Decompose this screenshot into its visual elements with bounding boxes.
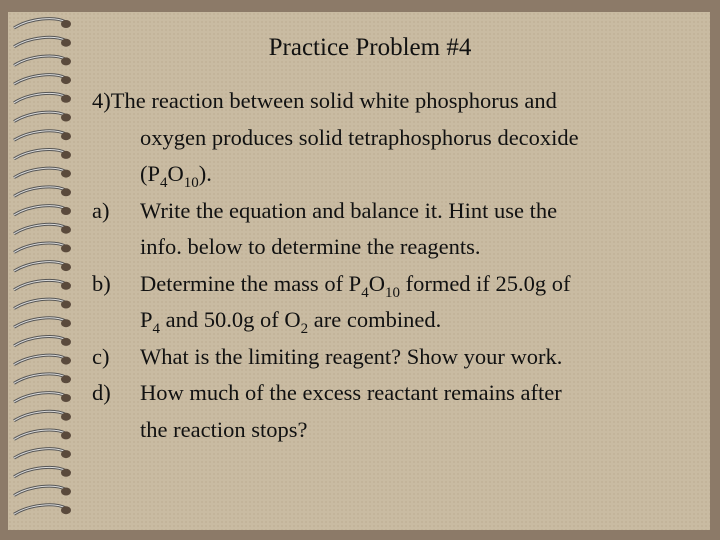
spiral-ring: [13, 353, 71, 366]
spiral-ring: [13, 110, 71, 123]
spiral-ring: [13, 91, 71, 105]
text-run: are combined.: [308, 307, 442, 332]
part-line: P4 and 50.0g of O2 are combined.: [140, 307, 442, 337]
part-label: c): [92, 343, 110, 369]
spiral-ring: [13, 129, 71, 142]
text-run: the reaction stops?: [140, 416, 308, 442]
problem-line: oxygen produces solid tetraphosphorus de…: [140, 125, 579, 151]
spiral-ring: [13, 260, 71, 273]
subscript: 4: [160, 175, 168, 191]
spiral-ring: [13, 484, 71, 497]
part-line: the reaction stops?: [140, 417, 307, 443]
subscript: 4: [361, 284, 369, 301]
text-run: P: [140, 307, 153, 332]
spiral-ring: [13, 391, 71, 404]
spiral-ring: [13, 465, 71, 479]
spiral-ring: [13, 316, 71, 329]
spiral-ring: [13, 447, 71, 460]
spiral-ring: [13, 428, 71, 441]
spiral-ring: [13, 222, 71, 235]
spiral-ring: [13, 278, 71, 292]
text-run: Determine the mass of P: [140, 270, 362, 296]
page: [8, 12, 710, 530]
text-run: and 50.0g of O: [160, 307, 301, 332]
text-run: ).: [198, 161, 212, 186]
text-run: How much of the excess reactant remains …: [140, 380, 562, 405]
text-run: formed if 25.0g of: [399, 270, 571, 296]
problem-line: 4)The reaction between solid white phosp…: [92, 88, 557, 114]
part-line: What is the limiting reagent? Show your …: [140, 344, 562, 370]
spiral-ring: [13, 409, 71, 422]
spiral-ring: [13, 335, 71, 348]
spiral-ring: [13, 204, 71, 217]
spiral-ring: [13, 372, 71, 385]
part-label: b): [92, 270, 111, 296]
text-run: info. below to determine the reagents.: [140, 234, 481, 259]
problem-line: (P4O10).: [140, 161, 212, 191]
text-run: oxygen produces solid tetraphosphorus de…: [140, 124, 579, 150]
part-line: info. below to determine the reagents.: [140, 234, 481, 260]
spiral-ring: [13, 185, 71, 198]
spiral-ring: [13, 35, 71, 48]
spiral-ring: [13, 17, 71, 30]
text-run: O: [368, 270, 385, 296]
part-line: Determine the mass of P4O10 formed if 25…: [140, 270, 571, 301]
subscript: 2: [300, 321, 309, 337]
text-run: 4)The reaction between solid white phosp…: [92, 88, 557, 113]
text-run: O: [167, 161, 184, 186]
part-line: Write the equation and balance it. Hint …: [140, 198, 557, 224]
spiral-ring: [13, 503, 71, 516]
part-label: a): [92, 197, 110, 223]
text-run: What is the limiting reagent? Show your …: [140, 343, 563, 369]
spiral-ring: [13, 166, 71, 179]
part-label: d): [92, 380, 111, 405]
part-line: How much of the excess reactant remains …: [140, 380, 562, 406]
spiral-ring: [13, 54, 71, 67]
subscript: 4: [152, 321, 161, 337]
spiral-ring: [13, 148, 71, 161]
spiral-ring: [13, 73, 71, 86]
text-run: Write the equation and balance it. Hint …: [140, 197, 558, 223]
text-run: (P: [140, 161, 161, 186]
slide-title: Practice Problem #4: [268, 34, 472, 61]
subscript: 10: [384, 284, 400, 301]
spiral-ring: [13, 241, 71, 254]
subscript: 10: [183, 175, 199, 191]
spiral-binding: [13, 17, 71, 516]
spiral-ring: [13, 297, 71, 310]
